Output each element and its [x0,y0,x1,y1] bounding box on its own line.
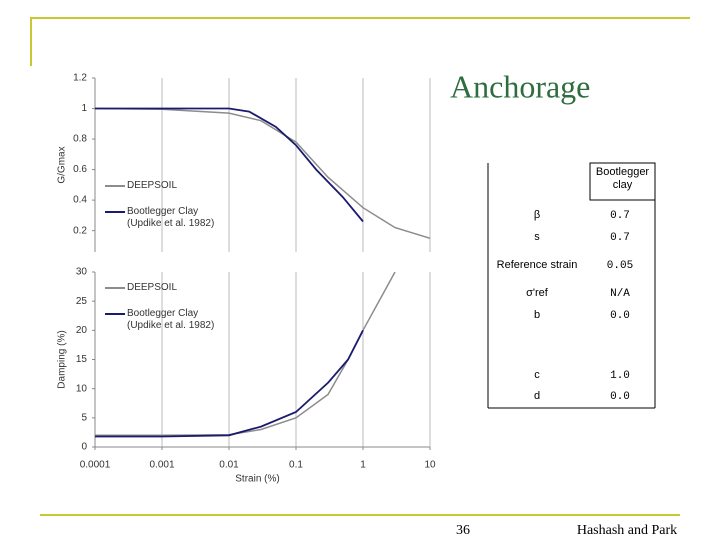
table-value: 1.0 [610,370,630,382]
x-tick-label: 0.01 [219,460,239,471]
table-label: σ'ref [526,287,548,299]
chart-background [50,68,434,258]
table-label-box: c [534,369,540,381]
legend-label: Bootlegger Clay (Updike et al. 1982) [127,308,215,331]
footer: Hashash and Park [577,523,677,538]
y-axis-label: G/Gmax [57,146,68,183]
y-tick-label: 5 [81,412,87,423]
chart-background [50,262,434,502]
y-tick-label: 10 [76,383,88,394]
table-label-box: d [533,390,541,402]
table-value: N/A [610,288,630,300]
y-tick-label: 30 [76,267,88,278]
page-number: 36 [456,523,470,538]
table-label-box: β [533,209,541,221]
table-value: 0.0 [610,310,630,322]
legend-box: Bootlegger Clay (Updike et al. 1982) [127,308,215,331]
table-header-box: Bootlegger clay [595,166,650,191]
series-line [95,329,364,438]
table-header: Bootlegger clay [595,166,650,191]
y-tick-label: 1.2 [73,73,87,84]
table-label: c [534,369,540,381]
y-tick-label: 0 [81,442,87,453]
slide-title: Anchorage [450,68,590,104]
y-tick-label: 20 [76,325,88,336]
y-tick-label: 0.6 [73,164,87,175]
y-tick-label: 15 [76,354,88,365]
legend-label: DEEPSOIL [127,180,178,191]
table-label: Reference strain [496,259,578,271]
table-label: β [533,209,541,221]
x-tick-label: 1 [360,460,366,471]
legend-box: DEEPSOIL [127,282,178,293]
table-label: d [533,390,541,402]
table-label-box: Reference strain [496,259,578,271]
x-tick-label: 10 [424,460,436,471]
table-label-box: σ'ref [526,287,548,299]
x-tick-label: 0.001 [149,460,174,471]
x-tick-label: 0.0001 [80,460,111,471]
y-tick-label: 1 [81,103,87,114]
table-value: 0.7 [610,232,630,244]
table-label-box: b [533,309,541,321]
table-label: s [534,231,540,243]
y-tick-label: 0.2 [73,225,87,236]
table-value: 0.05 [607,260,633,272]
table-header-cell [589,162,656,201]
series-line [95,107,430,240]
table-value: 0.0 [610,391,630,403]
x-tick-label: 0.1 [289,460,303,471]
series-line [95,107,364,223]
y-tick-label: 0.8 [73,134,87,145]
table-label-box: s [534,231,540,243]
legend-label: Bootlegger Clay (Updike et al. 1982) [127,206,215,229]
x-axis-label: Strain (%) [235,474,279,485]
legend-box: DEEPSOIL [127,180,178,191]
y-tick-label: 25 [76,296,88,307]
table-label: b [533,309,541,321]
legend-box: Bootlegger Clay (Updike et al. 1982) [127,206,215,229]
legend-label: DEEPSOIL [127,282,178,293]
y-axis-label: Damping (%) [57,330,68,388]
y-tick-label: 0.4 [73,195,87,206]
table-value: 0.7 [610,210,630,222]
